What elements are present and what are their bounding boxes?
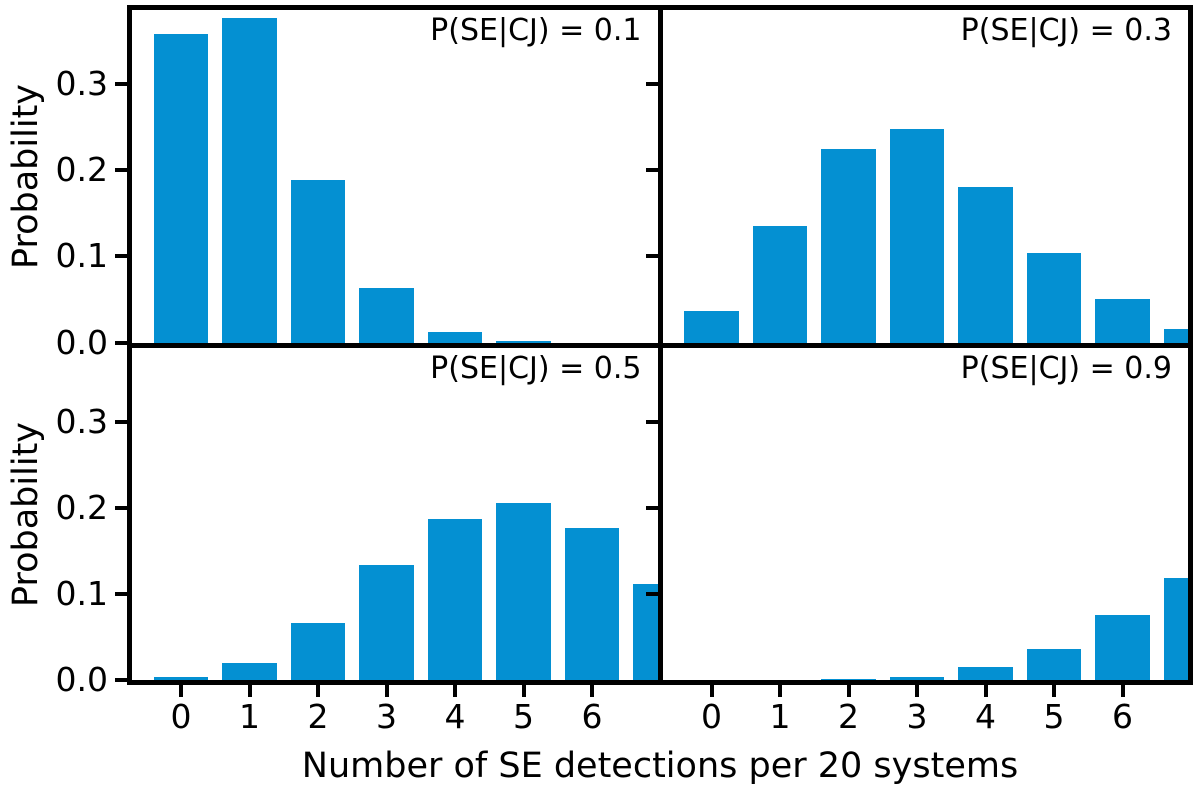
x-tick-mark xyxy=(453,685,457,697)
x-axis-label: Number of SE detections per 20 systems xyxy=(301,746,1019,786)
bar-x6 xyxy=(1095,299,1150,343)
x-tick-label: 2 xyxy=(307,697,329,736)
bar-x0 xyxy=(153,677,209,680)
bar-x1 xyxy=(222,17,277,343)
panel-annotation: P(SE|CJ) = 0.9 xyxy=(960,350,1172,386)
x-tick-mark xyxy=(1120,685,1125,697)
panel-pse-cj-0-3: P(SE|CJ) = 0.3 xyxy=(662,10,1188,343)
y-tick-mark-inner xyxy=(645,591,658,596)
bar-x5 xyxy=(496,503,551,680)
x-tick-mark xyxy=(1052,685,1056,697)
bar-x0 xyxy=(153,34,209,343)
y-tick-mark xyxy=(115,340,127,345)
y-tick-mark-inner xyxy=(645,82,658,87)
x-tick-label: 5 xyxy=(1043,697,1065,736)
y-tick-mark-inner xyxy=(645,419,658,424)
x-tick-mark xyxy=(521,685,526,697)
bar-x2 xyxy=(821,679,876,680)
panel-pse-cj-0-1: P(SE|CJ) = 0.1 xyxy=(132,10,658,343)
bar-x4 xyxy=(958,667,1013,680)
panel-pse-cj-0-9: P(SE|CJ) = 0.9 xyxy=(662,347,1188,680)
bar-x4 xyxy=(958,187,1013,343)
y-tick-mark xyxy=(115,678,127,682)
x-tick-label: 0 xyxy=(701,697,722,736)
bar-x7 xyxy=(633,583,658,680)
bar-x3 xyxy=(359,564,414,680)
x-tick-label: 4 xyxy=(975,697,996,736)
bar-x2 xyxy=(821,148,876,343)
bar-x5 xyxy=(1026,252,1082,343)
y-tick-label: 0.2 xyxy=(55,487,108,527)
y-tick-mark xyxy=(115,168,127,173)
x-tick-mark xyxy=(590,685,594,697)
x-tick-mark xyxy=(384,685,389,697)
bar-x6 xyxy=(1095,615,1150,680)
bar-x3 xyxy=(359,288,414,343)
y-tick-mark-inner xyxy=(645,168,658,173)
x-tick-label: 0 xyxy=(170,697,192,736)
bar-x0 xyxy=(684,310,739,343)
bar-x4 xyxy=(427,518,483,680)
x-tick-label: 1 xyxy=(239,697,260,736)
y-tick-mark xyxy=(115,591,127,596)
panel-divider-horizontal xyxy=(127,342,1193,348)
y-tick-mark-inner xyxy=(645,505,658,510)
y-tick-label: 0.1 xyxy=(55,573,108,613)
bar-x5 xyxy=(496,340,551,343)
y-tick-mark xyxy=(115,254,127,259)
x-tick-mark xyxy=(915,685,919,697)
panel-annotation: P(SE|CJ) = 0.3 xyxy=(960,13,1172,48)
y-tick-label: 0.0 xyxy=(55,322,108,362)
x-tick-mark xyxy=(778,685,782,697)
y-tick-label: 0.2 xyxy=(55,150,108,190)
y-tick-label: 0.3 xyxy=(55,64,108,104)
panel-pse-cj-0-5: P(SE|CJ) = 0.5 xyxy=(132,347,658,680)
bar-x3 xyxy=(889,128,945,343)
y-tick-mark xyxy=(115,419,127,424)
x-tick-mark xyxy=(247,685,252,697)
x-tick-mark xyxy=(846,685,851,697)
bar-x7 xyxy=(1163,328,1188,343)
bar-x2 xyxy=(290,179,346,343)
x-tick-mark xyxy=(983,685,988,697)
y-tick-label: 0.1 xyxy=(55,236,108,276)
bar-x3 xyxy=(889,676,945,680)
x-tick-label: 5 xyxy=(513,697,534,736)
bar-x1 xyxy=(752,226,808,343)
bar-x6 xyxy=(564,527,620,680)
y-tick-mark-inner xyxy=(645,254,658,259)
bar-x2 xyxy=(290,623,346,680)
x-tick-label: 3 xyxy=(376,697,397,736)
panel-annotation: P(SE|CJ) = 0.1 xyxy=(430,13,642,48)
x-tick-label: 4 xyxy=(444,697,466,736)
y-tick-label: 0.3 xyxy=(55,401,108,441)
panel-annotation: P(SE|CJ) = 0.5 xyxy=(430,350,642,386)
x-tick-mark xyxy=(179,685,183,697)
bar-x1 xyxy=(222,662,277,680)
y-tick-mark xyxy=(115,82,127,87)
x-tick-label: 1 xyxy=(769,697,791,736)
bar-x4 xyxy=(427,332,483,343)
x-tick-label: 6 xyxy=(1112,697,1133,736)
y-tick-label: 0.0 xyxy=(55,660,108,699)
bar-x5 xyxy=(1026,649,1082,680)
x-tick-label: 6 xyxy=(581,697,603,736)
y-tick-mark xyxy=(115,505,127,510)
x-tick-label: 2 xyxy=(838,697,859,736)
x-tick-label: 3 xyxy=(906,697,928,736)
x-tick-mark xyxy=(316,685,320,697)
x-tick-mark xyxy=(709,685,714,697)
bar-x7 xyxy=(1163,578,1188,680)
